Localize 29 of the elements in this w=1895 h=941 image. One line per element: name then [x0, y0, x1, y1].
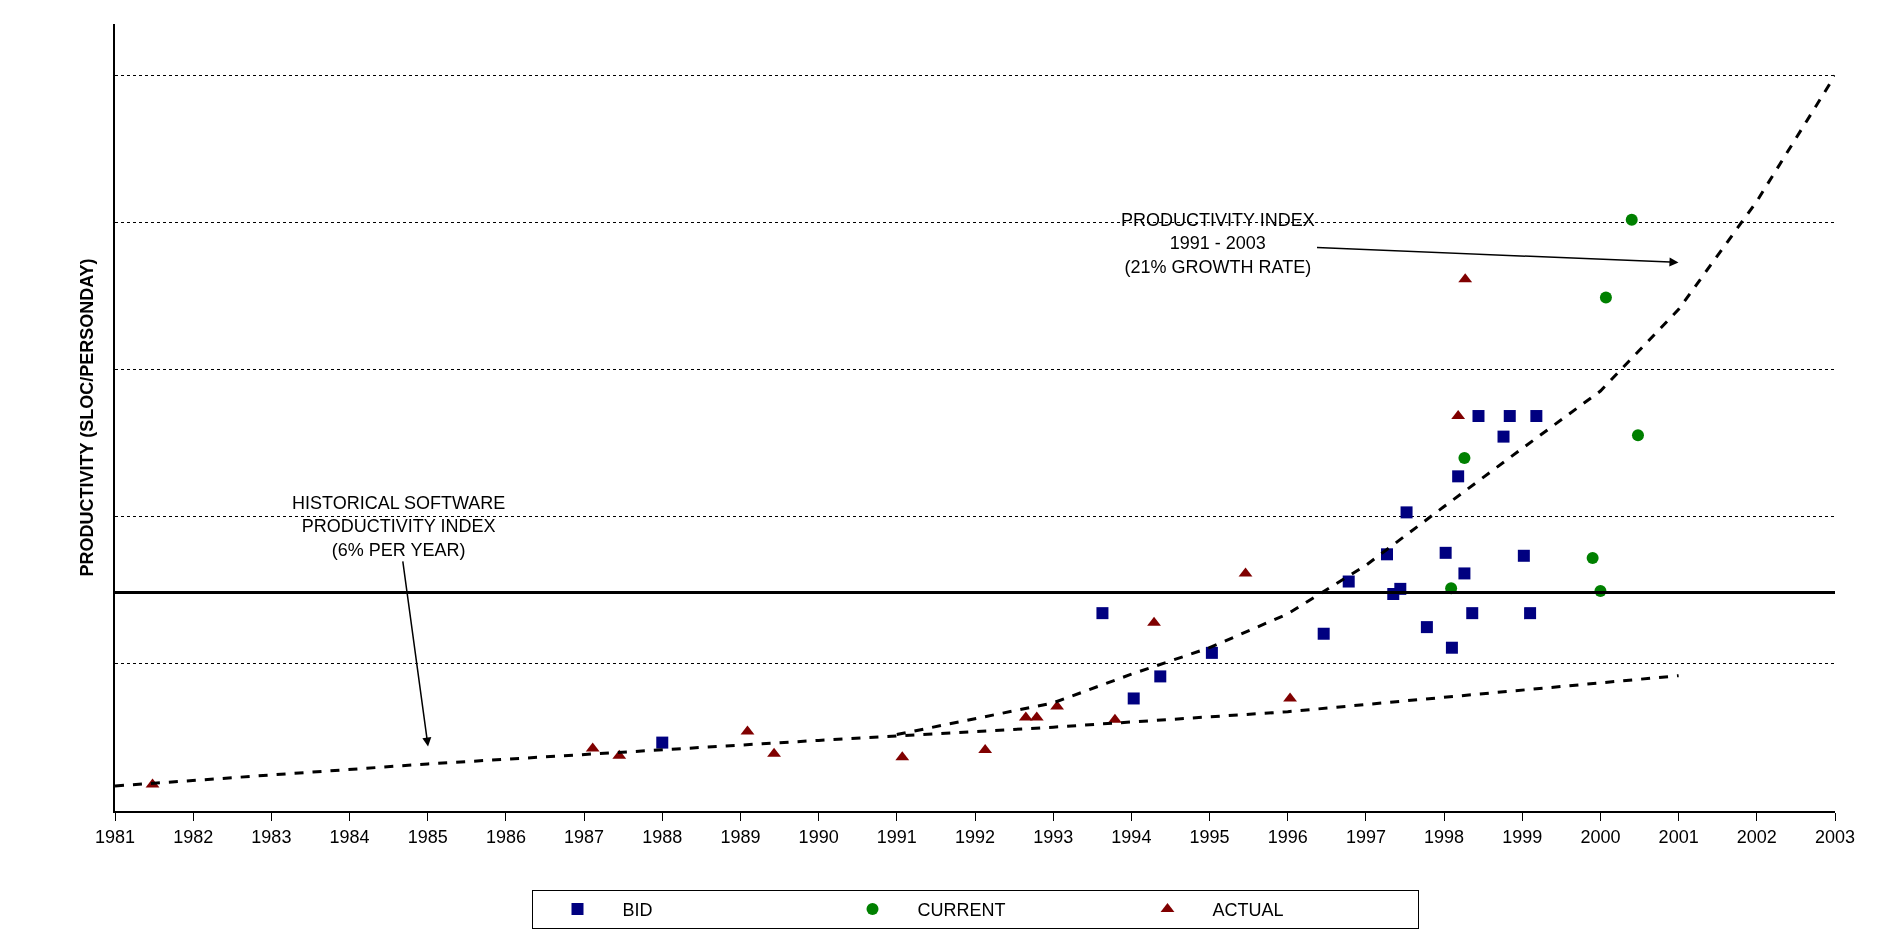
x-tick-label: 1981	[94, 826, 136, 847]
legend-label: CURRENT	[917, 899, 1006, 920]
x-tick-label: 2000	[1580, 826, 1621, 847]
x-tick-label: 1994	[1111, 826, 1152, 847]
x-tick-label: 1985	[407, 826, 448, 847]
x-tick-label: 1986	[485, 826, 526, 847]
x-tick-label: 2002	[1736, 826, 1777, 847]
x-tick-label: 2003	[1814, 826, 1856, 847]
x-tick-label: 1998	[1424, 826, 1465, 847]
legend-label: BID	[622, 899, 653, 920]
annotation: PRODUCTIVITY INDEX 1991 - 2003 (21% GROWTH RATE)	[1121, 210, 1315, 277]
x-tick-label: 1993	[1033, 826, 1074, 847]
x-tick-label: 1983	[251, 826, 292, 847]
x-tick-label: 1988	[642, 826, 683, 847]
x-tick-label: 1992	[954, 826, 996, 847]
x-tick-label: 1991	[876, 826, 917, 847]
x-tick-label: 1995	[1189, 826, 1230, 847]
x-tick-label: 1987	[564, 826, 605, 847]
y-axis-title: PRODUCTIVITY (SLOC/PERSONDAY)	[76, 258, 97, 577]
annotation: HISTORICAL SOFTWARE PRODUCTIVITY INDEX (6% PER YEAR)	[292, 493, 506, 560]
x-tick-label: 1999	[1502, 826, 1543, 847]
x-tick-label: 2001	[1658, 826, 1699, 847]
x-tick-label: 1984	[329, 826, 370, 847]
x-tick-label: 1997	[1345, 826, 1386, 847]
legend-label: ACTUAL	[1212, 899, 1284, 920]
x-tick-label: 1990	[798, 826, 839, 847]
x-tick-label: 1996	[1267, 826, 1308, 847]
x-tick-label: 1989	[720, 826, 761, 847]
x-tick-label: 1982	[173, 826, 214, 847]
